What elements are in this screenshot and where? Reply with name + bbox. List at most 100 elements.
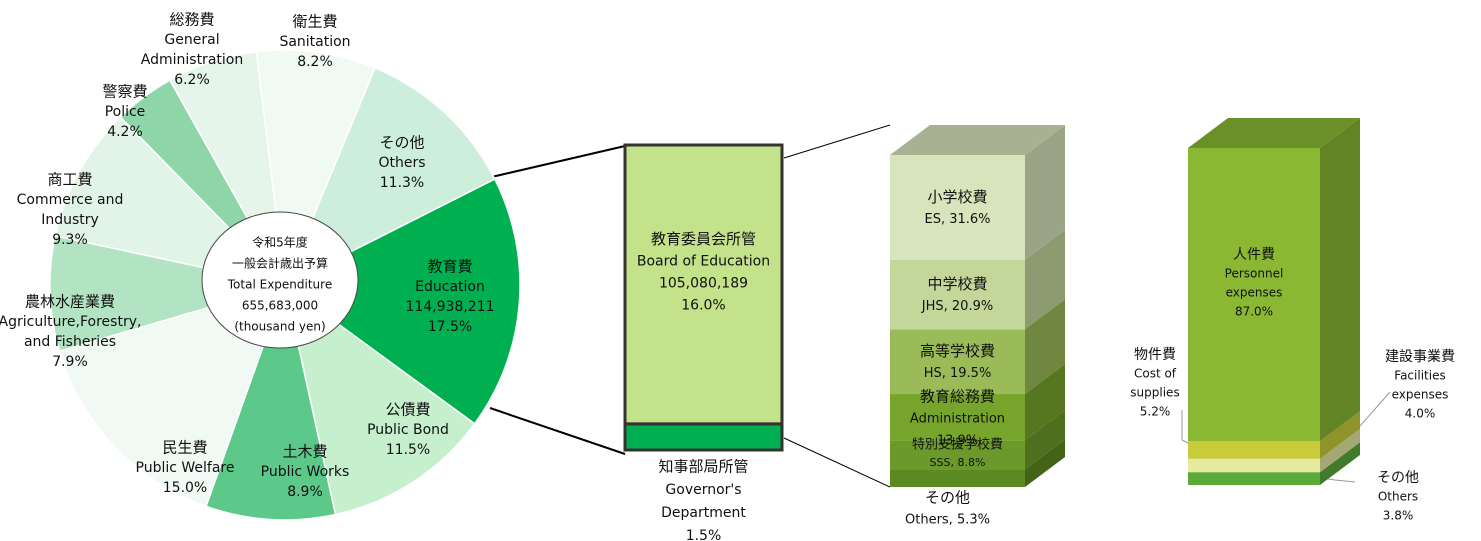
label: 教育総務費: [920, 388, 995, 406]
center-text: (thousand yen): [234, 320, 325, 334]
label: Public Bond: [367, 422, 449, 438]
bar-side: [1025, 125, 1065, 260]
label: 7.9%: [52, 354, 88, 370]
label: Industry: [41, 212, 99, 228]
center-text: 655,683,000: [242, 299, 318, 313]
label: 1.5%: [686, 528, 722, 541]
label: and Fisheries: [24, 334, 116, 350]
label: 民生費: [162, 439, 207, 457]
center-text: Total Expenditure: [227, 278, 332, 292]
bar-side: [1025, 364, 1065, 441]
bar-side: [1320, 118, 1360, 442]
label: Public Welfare: [136, 460, 235, 476]
label: 8.2%: [297, 54, 333, 70]
label: 11.5%: [386, 442, 430, 458]
label: expenses: [1226, 286, 1283, 300]
label: Administration: [910, 412, 1005, 427]
pie-slice: [283, 283, 476, 516]
label: Police: [105, 104, 146, 120]
label: Board of Education: [637, 253, 770, 269]
bar-segment: [623, 143, 784, 426]
label: 13.9%: [937, 434, 978, 449]
label: 3.8%: [1383, 509, 1414, 523]
bar-segment: [890, 394, 1025, 441]
label: supplies: [1130, 386, 1179, 400]
bar-segment: [890, 155, 1025, 260]
label: ES, 31.6%: [924, 212, 990, 227]
label: その他: [379, 134, 424, 152]
bar-segment: [890, 329, 1025, 395]
label: Sanitation: [279, 34, 350, 50]
bar-segment: [1188, 148, 1320, 442]
label: Cost of: [1134, 367, 1177, 381]
center-text: 一般会計歳出予算: [232, 256, 328, 271]
label: 物件費: [1134, 347, 1176, 363]
label: 高等学校費: [920, 342, 995, 360]
label: 8.9%: [287, 484, 323, 500]
label: その他: [925, 489, 970, 507]
label: 5.2%: [1140, 405, 1171, 419]
label: 土木費: [282, 443, 327, 461]
bar-top: [1188, 118, 1360, 148]
label: General: [164, 32, 219, 48]
label: 総務費: [169, 11, 214, 29]
label: 衛生費: [292, 13, 337, 31]
connector: [783, 124, 891, 159]
connector: [489, 407, 626, 455]
center-hole: [201, 211, 359, 349]
bar-segment: [890, 259, 1025, 330]
label: 知事部局所管: [658, 458, 748, 476]
label: Department: [661, 505, 746, 521]
label: 公債費: [385, 401, 430, 419]
label: Facilities: [1394, 369, 1445, 383]
label: 特別支援学校費: [912, 436, 1003, 452]
label: 中学校費: [927, 275, 987, 293]
bar-segment: [890, 440, 1025, 470]
label: 6.2%: [174, 72, 210, 88]
bar-segment: [623, 422, 784, 452]
label: Governor's: [665, 482, 741, 498]
label: Others: [1378, 490, 1418, 504]
label: 15.0%: [163, 480, 207, 496]
bar-side: [1025, 439, 1065, 487]
label: 教育費: [427, 258, 472, 276]
pie-slice: [283, 178, 521, 425]
label: Administration: [141, 52, 243, 68]
label: 4.0%: [1405, 407, 1436, 421]
label: Others: [378, 155, 425, 171]
label: 4.2%: [107, 124, 143, 140]
label: 建設事業費: [1385, 349, 1455, 365]
label: 小学校費: [927, 188, 987, 206]
bar-side: [1025, 299, 1065, 395]
label: Public Works: [261, 464, 350, 480]
label: 人件費: [1233, 247, 1275, 263]
label: Agriculture,Forestry,: [0, 314, 141, 330]
label: 16.0%: [681, 297, 725, 313]
connector: [469, 145, 626, 183]
label: 農林水産業費: [25, 293, 115, 311]
bar-segment: [1188, 458, 1320, 473]
label: Others, 5.3%: [905, 513, 990, 528]
bar-side: [1320, 411, 1360, 459]
bar-side: [1320, 428, 1360, 473]
label: Commerce and: [17, 192, 124, 208]
label: 11.3%: [380, 175, 424, 191]
center-text: 令和5年度: [252, 235, 308, 250]
label: Education: [415, 279, 485, 295]
bar-top: [890, 125, 1065, 155]
label: 17.5%: [428, 319, 472, 335]
label: 教育委員会所管: [651, 230, 756, 248]
label: 87.0%: [1235, 305, 1273, 319]
bar-side: [1320, 442, 1360, 485]
bar-side: [1025, 410, 1065, 470]
label: 商工費: [47, 171, 92, 189]
bar-segment: [1188, 441, 1320, 459]
label: SSS, 8.8%: [930, 456, 986, 469]
label: 9.3%: [52, 232, 88, 248]
label: HS, 19.5%: [924, 366, 992, 381]
bar-segment: [1188, 472, 1320, 485]
label: Personnel: [1225, 267, 1284, 281]
bar-segment: [890, 469, 1025, 487]
